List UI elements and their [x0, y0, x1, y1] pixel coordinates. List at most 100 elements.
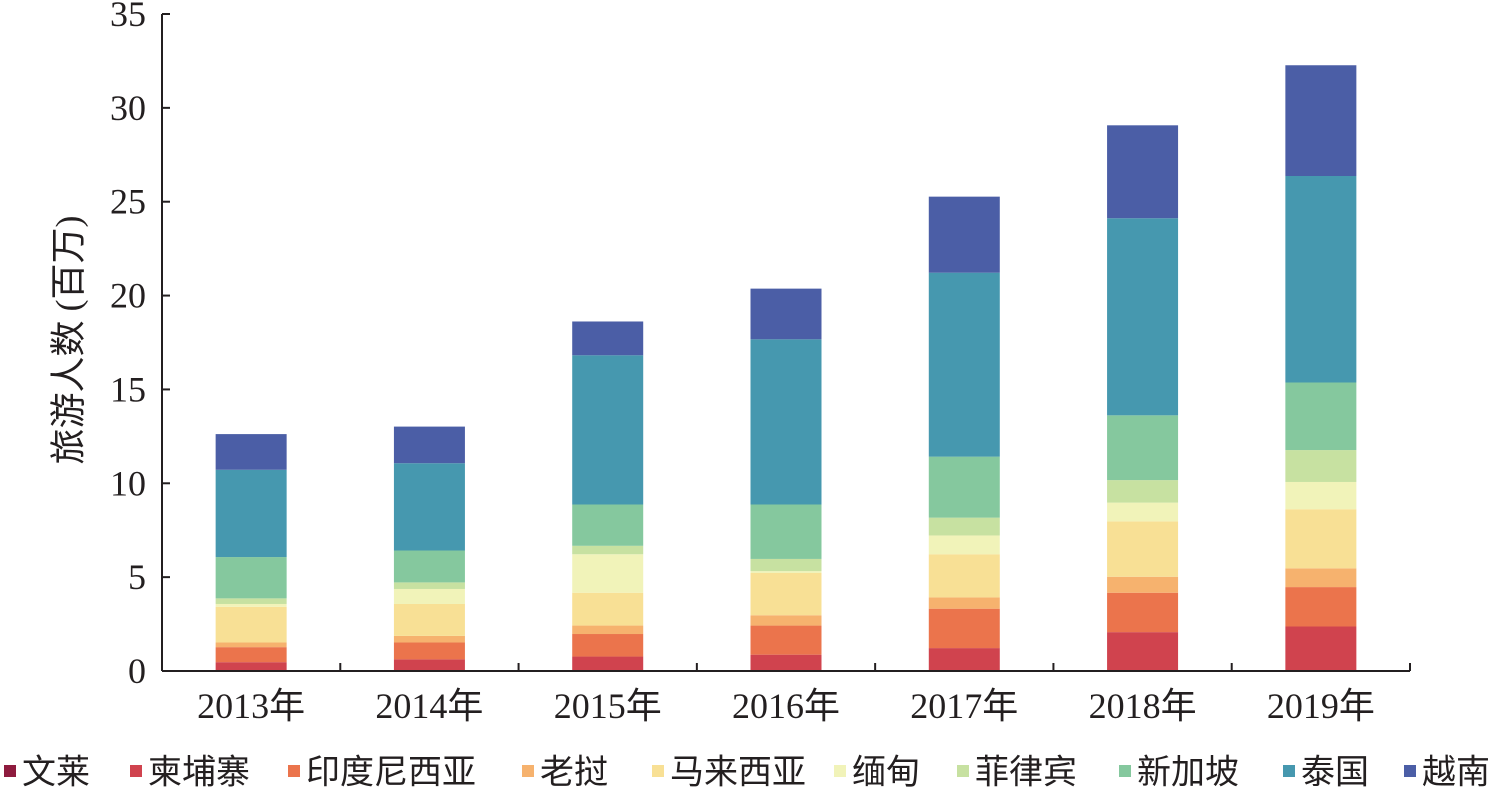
x-tick-label: 2013年 [197, 686, 305, 726]
bar-segment-7-3 [1285, 587, 1357, 627]
bar-segment-1-9 [215, 469, 287, 558]
legend-label: 马来西亚 [670, 755, 806, 792]
bar-segment-5-7 [928, 517, 1000, 536]
bar-segment-5-3 [928, 608, 1000, 649]
legend-label: 越南 [1422, 754, 1490, 792]
bar-segment-6-3 [1107, 592, 1179, 633]
bar-segment-2-4 [393, 635, 465, 643]
bar-segment-3-6 [572, 554, 644, 593]
bar-segment-3-2 [572, 656, 644, 671]
bar-segment-4-3 [750, 625, 822, 655]
bar-segment-1-7 [215, 598, 287, 604]
bar-segment-3-9 [572, 355, 644, 505]
x-tick-label: 2016年 [732, 686, 840, 726]
y-tick-label: 35 [110, 0, 146, 34]
x-tick-label: 2017年 [910, 686, 1018, 726]
legend-label: 泰国 [1301, 754, 1369, 792]
bar-segment-7-5 [1285, 509, 1357, 569]
bar-segment-7-6 [1285, 481, 1357, 510]
y-tick-label: 15 [110, 369, 146, 409]
bars-layer [215, 65, 1357, 671]
axes-layer: 0 5 10 15 20 25 30 35 2013年 2014年 2015年 2016年 2017年 2… [110, 0, 1411, 726]
legend-swatch [1283, 765, 1295, 777]
legend-label: 文莱 [22, 754, 90, 792]
bar-segment-3-5 [572, 592, 644, 626]
bar-segment-2-7 [393, 582, 465, 589]
bar-segment-5-9 [928, 272, 1000, 457]
bar-segment-1-6 [215, 603, 287, 607]
bar-segment-2-6 [393, 588, 465, 604]
y-tick-label: 20 [110, 276, 146, 316]
bar-segment-2-2 [393, 659, 465, 671]
bar-segment-4-8 [750, 504, 822, 559]
y-tick-label: 5 [128, 557, 146, 597]
legend-swatch [957, 765, 969, 777]
bar-segment-4-7 [750, 558, 822, 572]
legend-swatch [288, 765, 300, 777]
bar-segment-4-10 [750, 288, 822, 340]
y-tick-label: 30 [110, 88, 146, 128]
bar-segment-1-3 [215, 647, 287, 663]
bar-segment-6-9 [1107, 218, 1179, 416]
bar-segment-6-10 [1107, 125, 1179, 219]
bar-segment-4-4 [750, 615, 822, 626]
legend-label: 新加坡 [1137, 754, 1239, 792]
bar-segment-1-8 [215, 557, 287, 599]
bar-segment-6-6 [1107, 502, 1179, 522]
legend-swatch [1119, 765, 1131, 777]
bar-segment-6-5 [1107, 521, 1179, 577]
bar-segment-1-5 [215, 606, 287, 643]
bar-segment-2-10 [393, 426, 465, 464]
x-tick-label: 2019年 [1267, 686, 1375, 726]
legend: 文莱 柬埔寨 印度尼西亚 老挝 马来西亚 缅甸 菲律宾 新加坡 泰国 越南 [4, 754, 1490, 792]
y-tick-label: 10 [110, 463, 146, 503]
bar-segment-6-4 [1107, 576, 1179, 593]
legend-label: 老挝 [540, 754, 608, 792]
bar-segment-4-5 [750, 573, 822, 616]
bar-segment-6-7 [1107, 480, 1179, 503]
legend-swatch [522, 765, 534, 777]
bar-segment-3-4 [572, 625, 644, 635]
bar-segment-6-8 [1107, 415, 1179, 481]
bar-segment-3-3 [572, 634, 644, 657]
bar-segment-1-4 [215, 642, 287, 648]
bar-segment-2-9 [393, 463, 465, 551]
legend-label: 印度尼西亚 [306, 754, 476, 792]
bar-segment-2-8 [393, 550, 465, 583]
x-tick-label: 2015年 [554, 686, 662, 726]
bar-segment-6-2 [1107, 632, 1179, 671]
legend-swatch [834, 765, 846, 777]
bar-segment-7-9 [1285, 176, 1357, 383]
bar-segment-7-4 [1285, 568, 1357, 588]
x-tick-label: 2018年 [1089, 686, 1197, 726]
y-axis-label: 旅游人数 (百万) [48, 216, 88, 465]
bar-segment-7-7 [1285, 450, 1357, 482]
bar-segment-1-10 [215, 434, 287, 470]
bar-segment-5-6 [928, 535, 1000, 555]
legend-label: 菲律宾 [975, 754, 1077, 792]
x-tick-label: 2014年 [375, 686, 483, 726]
legend-swatch [130, 765, 142, 777]
bar-segment-3-10 [572, 321, 644, 356]
bar-segment-7-8 [1285, 382, 1357, 451]
bar-segment-1-2 [215, 662, 287, 671]
legend-swatch [652, 765, 664, 777]
bar-segment-4-2 [750, 654, 822, 671]
bar-segment-3-7 [572, 545, 644, 555]
legend-label: 柬埔寨 [148, 754, 250, 792]
bar-segment-4-9 [750, 339, 822, 505]
bar-segment-7-2 [1285, 626, 1357, 671]
legend-label: 缅甸 [852, 754, 920, 792]
bar-segment-5-5 [928, 554, 1000, 598]
bar-segment-5-4 [928, 597, 1000, 609]
bar-segment-5-2 [928, 648, 1000, 671]
y-tick-label: 0 [128, 651, 146, 691]
bar-segment-5-8 [928, 456, 1000, 518]
bar-segment-2-5 [393, 603, 465, 636]
bar-segment-2-3 [393, 642, 465, 660]
bar-segment-3-8 [572, 504, 644, 546]
legend-swatch [4, 765, 16, 777]
bar-segment-4-6 [750, 571, 822, 574]
legend-swatch [1404, 765, 1416, 777]
